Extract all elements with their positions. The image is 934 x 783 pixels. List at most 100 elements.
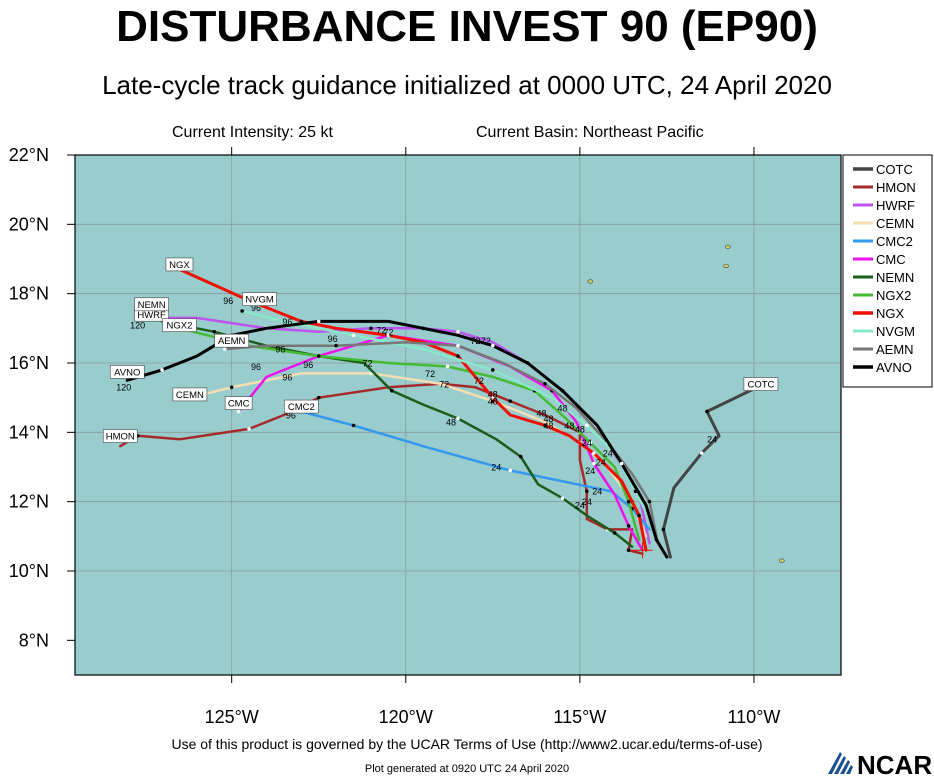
forecast-hour-label: 120 bbox=[116, 383, 131, 393]
track-point bbox=[247, 427, 251, 431]
track-point bbox=[647, 499, 652, 504]
forecast-hour-label: 72 bbox=[425, 369, 435, 379]
forecast-hour-label: 72 bbox=[474, 376, 484, 386]
legend-item-cmc2: CMC2 bbox=[876, 234, 913, 249]
track-point bbox=[456, 343, 460, 348]
track-point bbox=[508, 468, 513, 473]
track-point bbox=[508, 399, 513, 403]
current-basin: Current Basin: Northeast Pacific bbox=[476, 124, 704, 141]
model-tag-avno: AVNO bbox=[109, 365, 145, 379]
plot-generated: Plot generated at 0920 UTC 24 April 2020 bbox=[364, 763, 570, 775]
track-point bbox=[560, 388, 565, 393]
track-point bbox=[626, 548, 631, 552]
legend-item-nemn: NEMN bbox=[876, 270, 914, 285]
model-tag-cotc: COTC bbox=[743, 377, 779, 391]
forecast-hour-label: 72 bbox=[383, 327, 393, 337]
model-tag-label: CMC bbox=[228, 399, 250, 410]
forecast-hour-label: 96 bbox=[282, 372, 292, 382]
track-point bbox=[591, 461, 596, 466]
model-tag-label: HWRF bbox=[137, 310, 166, 321]
legend-item-aemn: AEMN bbox=[876, 342, 914, 357]
forecast-hour-label: 96 bbox=[303, 360, 313, 370]
island bbox=[779, 558, 785, 563]
track-point bbox=[236, 409, 241, 414]
y-tick-label: 20°N bbox=[9, 214, 49, 234]
y-tick-label: 10°N bbox=[9, 561, 49, 581]
forecast-hour-label: 96 bbox=[251, 362, 261, 372]
track-point bbox=[637, 513, 641, 518]
island bbox=[725, 244, 731, 249]
forecast-hour-label: 120 bbox=[130, 320, 145, 330]
y-tick-label: 16°N bbox=[9, 353, 49, 373]
forecast-hour-label: 24 bbox=[582, 497, 592, 507]
forecast-hour-label: 96 bbox=[286, 410, 296, 420]
plot-area bbox=[75, 155, 841, 675]
svg-text:NCAR: NCAR bbox=[857, 750, 932, 778]
model-tag-label: AEMN bbox=[218, 336, 246, 347]
model-tag-label: NGX bbox=[169, 260, 190, 271]
track-point bbox=[456, 330, 460, 334]
forecast-hour-label: 48 bbox=[557, 404, 567, 414]
model-tag-hmon: HMON bbox=[102, 429, 138, 443]
legend-item-ngx2: NGX2 bbox=[876, 288, 911, 303]
track-point bbox=[654, 538, 659, 542]
track-point bbox=[316, 319, 321, 324]
page-title: DISTURBANCE INVEST 90 (EP90) bbox=[116, 2, 818, 51]
track-point bbox=[626, 524, 631, 528]
model-tag-nvgm: NVGM bbox=[242, 292, 277, 306]
model-tag-nemn: NEMN bbox=[134, 297, 169, 312]
track-point bbox=[351, 423, 356, 428]
track-point bbox=[369, 326, 373, 331]
model-tag-label: CEMN bbox=[176, 390, 204, 401]
track-point bbox=[619, 461, 624, 466]
legend-item-cmc: CMC bbox=[876, 252, 906, 267]
y-tick-label: 8°N bbox=[19, 630, 49, 650]
forecast-hour-label: 96 bbox=[223, 296, 233, 306]
model-tag-label: NGX2 bbox=[167, 321, 193, 332]
track-point bbox=[222, 347, 227, 351]
forecast-hour-label: 48 bbox=[446, 417, 456, 427]
track-point bbox=[351, 333, 356, 338]
track-point bbox=[543, 382, 547, 386]
forecast-hour-label: 24 bbox=[582, 438, 592, 448]
model-tag-label: NEMN bbox=[138, 300, 166, 311]
track-ngx bbox=[178, 267, 648, 552]
track-point bbox=[491, 343, 495, 348]
x-tick-label: 110°W bbox=[728, 707, 781, 727]
legend-item-cotc: COTC bbox=[876, 162, 913, 177]
track-point bbox=[518, 454, 523, 459]
track-point bbox=[591, 451, 596, 455]
track-point bbox=[240, 309, 244, 313]
legend: COTC HMON HWRF CEMN CMC2 CMC NEMN NGX2 NGX NVGM AE… bbox=[842, 154, 933, 388]
model-tag-label: HMON bbox=[106, 432, 135, 443]
forecast-hour-label: 24 bbox=[707, 435, 717, 445]
legend-item-avno: AVNO bbox=[876, 360, 912, 375]
forecast-hour-label: 48 bbox=[488, 390, 498, 400]
forecast-hour-label: 96 bbox=[275, 345, 285, 355]
forecast-hour-label: 48 bbox=[537, 409, 547, 419]
track-point bbox=[491, 395, 495, 400]
page-subtitle: Late-cycle track guidance initialized at… bbox=[102, 70, 832, 100]
track-point bbox=[421, 326, 425, 331]
forecast-hour-label: 72 bbox=[481, 336, 491, 346]
track-point bbox=[626, 499, 631, 504]
legend-item-hwrf: HWRF bbox=[876, 198, 915, 213]
y-tick-label: 22°N bbox=[9, 145, 49, 165]
forecast-hour-label: 24 bbox=[585, 466, 595, 476]
y-tick-label: 18°N bbox=[9, 284, 49, 304]
forecast-hour-label: 96 bbox=[282, 317, 292, 327]
island bbox=[587, 279, 594, 284]
forecast-hour-label: 24 bbox=[592, 487, 602, 497]
track-point bbox=[661, 527, 666, 532]
forecast-hour-label: 72 bbox=[362, 358, 372, 368]
track-point bbox=[585, 489, 589, 494]
terms-of-use: Use of this product is governed by the U… bbox=[171, 736, 763, 752]
legend-item-nvgm: NVGM bbox=[876, 324, 915, 339]
track-point bbox=[585, 423, 589, 428]
track-point bbox=[699, 451, 704, 455]
forecast-hour-label: 24 bbox=[491, 462, 501, 472]
legend-item-cemn: CEMN bbox=[876, 216, 914, 231]
forecast-hour-label: 48 bbox=[544, 421, 554, 431]
track-point bbox=[390, 388, 394, 393]
